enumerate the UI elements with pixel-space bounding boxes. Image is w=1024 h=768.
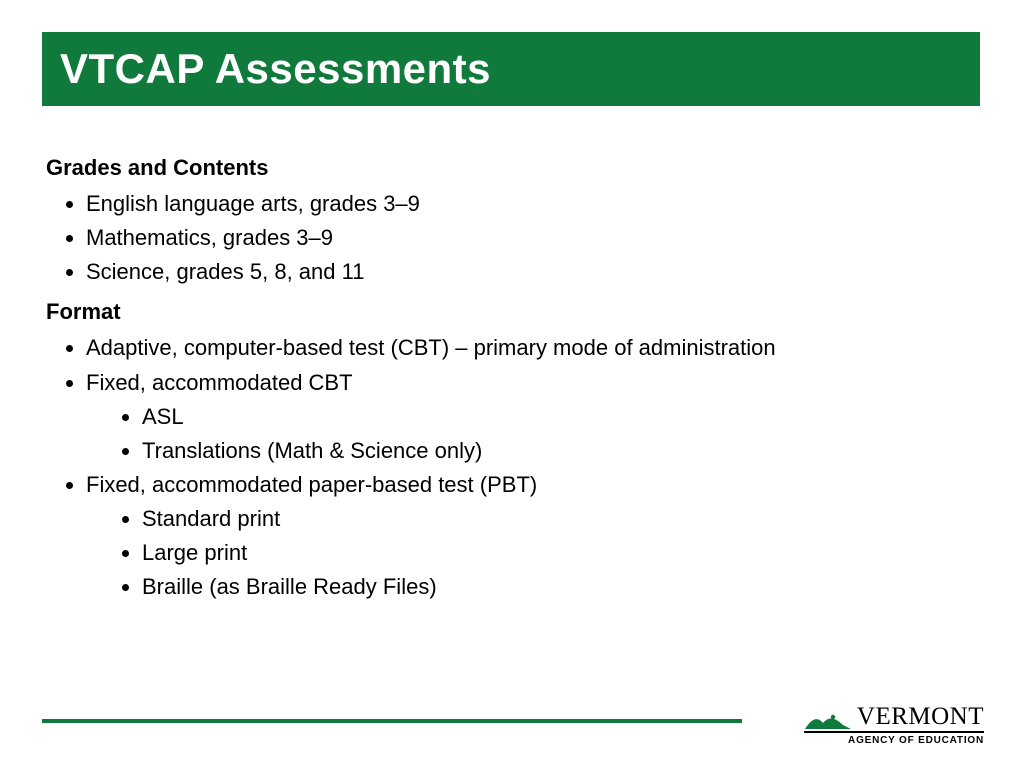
list-item-label: Fixed, accommodated paper-based test (PB… xyxy=(86,472,537,497)
mountain-icon xyxy=(803,711,853,731)
list-item: Braille (as Braille Ready Files) xyxy=(142,570,966,604)
slide-content: Grades and Contents English language art… xyxy=(46,145,966,604)
logo-top-row: VERMONT xyxy=(764,703,984,731)
section-heading: Grades and Contents xyxy=(46,151,966,185)
list-item: Fixed, accommodated paper-based test (PB… xyxy=(86,468,966,604)
logo-subtext: AGENCY OF EDUCATION xyxy=(804,731,984,746)
slide-title: VTCAP Assessments xyxy=(60,45,491,93)
title-bar: VTCAP Assessments xyxy=(42,32,980,106)
slide: VTCAP Assessments Grades and Contents En… xyxy=(0,0,1024,768)
footer-line xyxy=(42,719,742,723)
bullet-list: English language arts, grades 3–9 Mathem… xyxy=(68,187,966,289)
bullet-list: Adaptive, computer-based test (CBT) – pr… xyxy=(68,331,966,604)
list-item: English language arts, grades 3–9 xyxy=(86,187,966,221)
bullet-list-nested: Standard print Large print Braille (as B… xyxy=(124,502,966,604)
logo-word: VERMONT xyxy=(857,703,984,731)
section-heading: Format xyxy=(46,295,966,329)
list-item: Standard print xyxy=(142,502,966,536)
bullet-list-nested: ASL Translations (Math & Science only) xyxy=(124,400,966,468)
list-item: Adaptive, computer-based test (CBT) – pr… xyxy=(86,331,966,365)
list-item: Mathematics, grades 3–9 xyxy=(86,221,966,255)
vermont-logo: VERMONT AGENCY OF EDUCATION xyxy=(764,703,984,746)
list-item: Fixed, accommodated CBT ASL Translations… xyxy=(86,366,966,468)
list-item: Science, grades 5, 8, and 11 xyxy=(86,255,966,289)
list-item: Translations (Math & Science only) xyxy=(142,434,966,468)
list-item: ASL xyxy=(142,400,966,434)
list-item-label: Fixed, accommodated CBT xyxy=(86,370,353,395)
list-item: Large print xyxy=(142,536,966,570)
